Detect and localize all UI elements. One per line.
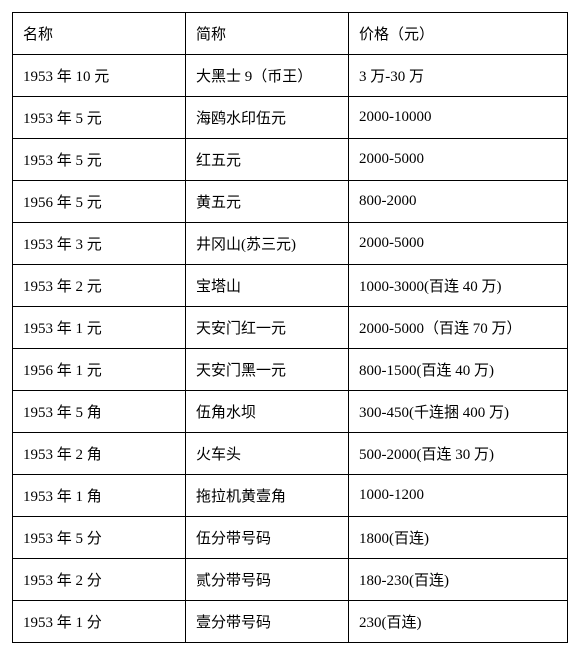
table-body: 名称 简称 价格（元） 1953 年 10 元 大黑士 9（币王） 3 万-30…: [13, 13, 568, 643]
table-row: 1953 年 5 分 伍分带号码 1800(百连): [13, 517, 568, 559]
cell-name: 1953 年 2 元: [13, 265, 186, 307]
cell-nickname: 井冈山(苏三元): [186, 223, 349, 265]
cell-nickname: 天安门黑一元: [186, 349, 349, 391]
cell-nickname: 拖拉机黄壹角: [186, 475, 349, 517]
cell-price: 230(百连): [349, 601, 568, 643]
table-row: 1956 年 5 元 黄五元 800-2000: [13, 181, 568, 223]
cell-name: 1953 年 1 分: [13, 601, 186, 643]
cell-price: 800-2000: [349, 181, 568, 223]
cell-price: 1800(百连): [349, 517, 568, 559]
header-name: 名称: [13, 13, 186, 55]
currency-price-table: 名称 简称 价格（元） 1953 年 10 元 大黑士 9（币王） 3 万-30…: [12, 12, 568, 643]
cell-price: 2000-10000: [349, 97, 568, 139]
cell-name: 1953 年 1 角: [13, 475, 186, 517]
table-row: 1953 年 2 元 宝塔山 1000-3000(百连 40 万): [13, 265, 568, 307]
table-row: 1953 年 2 角 火车头 500-2000(百连 30 万): [13, 433, 568, 475]
cell-name: 1956 年 1 元: [13, 349, 186, 391]
cell-nickname: 红五元: [186, 139, 349, 181]
cell-price: 3 万-30 万: [349, 55, 568, 97]
cell-name: 1953 年 3 元: [13, 223, 186, 265]
cell-price: 1000-1200: [349, 475, 568, 517]
cell-nickname: 伍角水坝: [186, 391, 349, 433]
table-row: 1953 年 5 角 伍角水坝 300-450(千连捆 400 万): [13, 391, 568, 433]
cell-name: 1956 年 5 元: [13, 181, 186, 223]
cell-name: 1953 年 5 分: [13, 517, 186, 559]
cell-nickname: 壹分带号码: [186, 601, 349, 643]
cell-price: 1000-3000(百连 40 万): [349, 265, 568, 307]
table-row: 1953 年 2 分 贰分带号码 180-230(百连): [13, 559, 568, 601]
table-row: 1953 年 10 元 大黑士 9（币王） 3 万-30 万: [13, 55, 568, 97]
cell-nickname: 大黑士 9（币王）: [186, 55, 349, 97]
cell-nickname: 宝塔山: [186, 265, 349, 307]
table-row: 1956 年 1 元 天安门黑一元 800-1500(百连 40 万): [13, 349, 568, 391]
header-nickname: 简称: [186, 13, 349, 55]
cell-name: 1953 年 5 角: [13, 391, 186, 433]
cell-name: 1953 年 5 元: [13, 97, 186, 139]
cell-nickname: 火车头: [186, 433, 349, 475]
cell-price: 2000-5000: [349, 223, 568, 265]
table-row: 1953 年 1 角 拖拉机黄壹角 1000-1200: [13, 475, 568, 517]
table-row: 1953 年 5 元 海鸥水印伍元 2000-10000: [13, 97, 568, 139]
cell-name: 1953 年 2 分: [13, 559, 186, 601]
cell-nickname: 贰分带号码: [186, 559, 349, 601]
cell-price: 500-2000(百连 30 万): [349, 433, 568, 475]
cell-name: 1953 年 5 元: [13, 139, 186, 181]
header-price: 价格（元）: [349, 13, 568, 55]
cell-price: 180-230(百连): [349, 559, 568, 601]
table-row: 1953 年 1 分 壹分带号码 230(百连): [13, 601, 568, 643]
cell-price: 2000-5000: [349, 139, 568, 181]
cell-nickname: 海鸥水印伍元: [186, 97, 349, 139]
cell-name: 1953 年 1 元: [13, 307, 186, 349]
table-header-row: 名称 简称 价格（元）: [13, 13, 568, 55]
cell-nickname: 黄五元: [186, 181, 349, 223]
cell-nickname: 伍分带号码: [186, 517, 349, 559]
table-row: 1953 年 3 元 井冈山(苏三元) 2000-5000: [13, 223, 568, 265]
cell-name: 1953 年 10 元: [13, 55, 186, 97]
cell-nickname: 天安门红一元: [186, 307, 349, 349]
cell-name: 1953 年 2 角: [13, 433, 186, 475]
cell-price: 300-450(千连捆 400 万): [349, 391, 568, 433]
cell-price: 800-1500(百连 40 万): [349, 349, 568, 391]
cell-price: 2000-5000（百连 70 万）: [349, 307, 568, 349]
table-row: 1953 年 5 元 红五元 2000-5000: [13, 139, 568, 181]
table-row: 1953 年 1 元 天安门红一元 2000-5000（百连 70 万）: [13, 307, 568, 349]
